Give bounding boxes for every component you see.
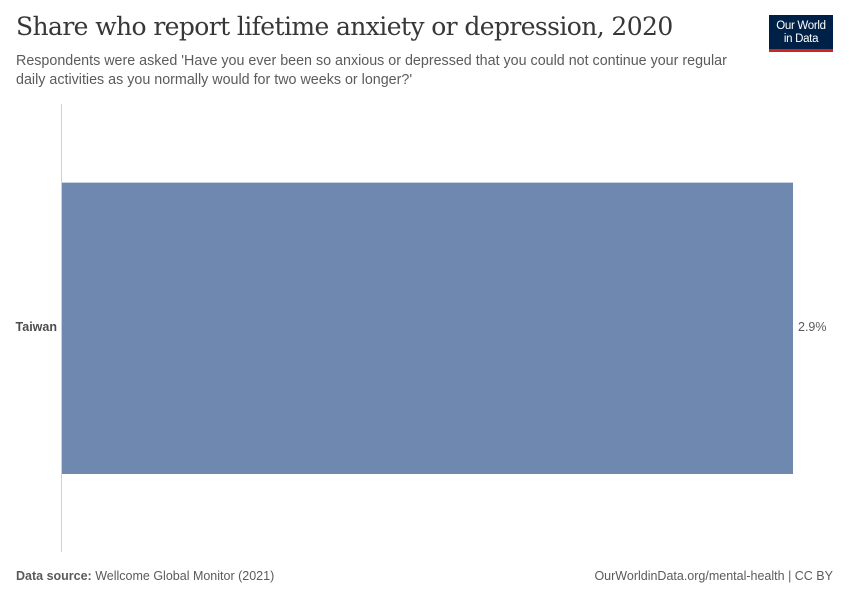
data-source: Data source: Wellcome Global Monitor (20…	[16, 569, 274, 583]
owid-logo[interactable]: Our World in Data	[769, 15, 833, 52]
value-label-taiwan: 2.9%	[798, 320, 827, 334]
logo-line-2: in Data	[783, 33, 819, 45]
bar-taiwan[interactable]	[62, 182, 793, 474]
chart-subtitle: Respondents were asked 'Have you ever be…	[16, 53, 727, 88]
data-source-label: Data source:	[16, 569, 92, 583]
y-axis-line	[61, 104, 62, 552]
entity-label-taiwan: Taiwan	[15, 320, 57, 334]
chart-title: Share who report lifetime anxiety or dep…	[16, 12, 673, 41]
source-url-license[interactable]: OurWorldinData.org/mental-health | CC BY	[594, 569, 833, 583]
logo-line-1: Our World	[776, 20, 826, 32]
data-source-value: Wellcome Global Monitor (2021)	[95, 569, 275, 583]
